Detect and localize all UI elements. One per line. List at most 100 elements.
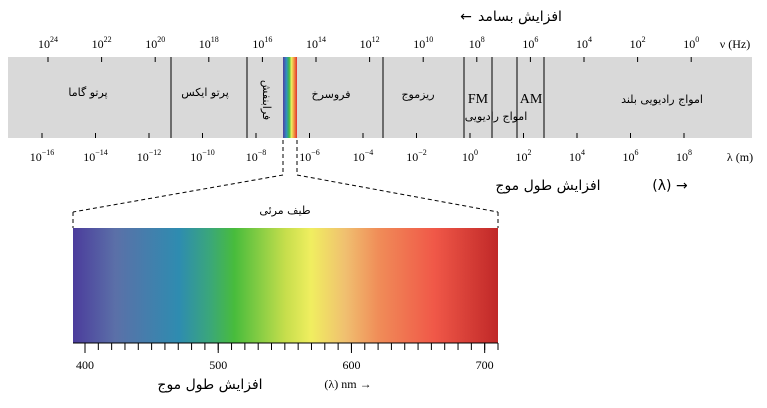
tick-exponent: −6 xyxy=(311,148,320,157)
tick-label: 10−16 xyxy=(30,148,55,164)
tick-exponent: −16 xyxy=(42,148,55,157)
tick-exponent: 0 xyxy=(695,35,699,44)
tick-base: 10 xyxy=(246,150,258,164)
band-label: پرتو ایکس xyxy=(181,86,229,99)
tick-label: 1014 xyxy=(306,35,326,51)
tick-label: 100 xyxy=(462,148,478,164)
tick-exponent: −8 xyxy=(258,148,267,157)
tick-base: 10 xyxy=(353,150,365,164)
tick-exponent: 4 xyxy=(588,35,592,44)
tick-label: 104 xyxy=(569,148,585,164)
tick-exponent: 16 xyxy=(264,35,272,44)
tick-label: 102 xyxy=(630,35,646,51)
tick-base: 10 xyxy=(406,150,418,164)
tick-label: 10−12 xyxy=(137,148,162,164)
tick-exponent: 10 xyxy=(425,35,433,44)
tick-base: 10 xyxy=(199,37,211,51)
tick-base: 10 xyxy=(137,150,149,164)
tick-base: 10 xyxy=(252,37,264,51)
tick-exponent: −12 xyxy=(149,148,162,157)
tick-exponent: 4 xyxy=(581,148,585,157)
tick-base: 10 xyxy=(683,37,695,51)
tick-base: 10 xyxy=(623,150,635,164)
tick-base: 10 xyxy=(576,37,588,51)
band-label: امواج رادیویی xyxy=(465,110,528,123)
tick-exponent: 8 xyxy=(481,35,485,44)
wavelength-label: λ (m) xyxy=(727,150,753,164)
band-label: فروسرخ xyxy=(311,88,350,101)
tick-base: 10 xyxy=(462,150,474,164)
band-label: امواج رادیویی بلند xyxy=(621,93,703,106)
visible-strip xyxy=(283,57,297,138)
tick-base: 10 xyxy=(676,150,688,164)
spectrum-band xyxy=(8,57,752,138)
tick-label: 10−2 xyxy=(406,148,427,164)
visible-unit: (λ) nm → xyxy=(324,377,371,391)
tick-base: 10 xyxy=(413,37,425,51)
tick-exponent: −2 xyxy=(418,148,427,157)
band-label: پرتو گاما xyxy=(68,86,107,99)
tick-base: 10 xyxy=(30,150,42,164)
band-label: AM xyxy=(520,92,543,107)
band-label: FM xyxy=(468,92,489,107)
top-caption: افزایش بسامد xyxy=(478,9,562,25)
tick-exponent: 20 xyxy=(157,35,165,44)
tick-label: 104 xyxy=(576,35,592,51)
tick-base: 10 xyxy=(299,150,311,164)
tick-exponent: 22 xyxy=(104,35,112,44)
frequency-label: ν (Hz) xyxy=(720,37,750,51)
tick-base: 10 xyxy=(360,37,372,51)
tick-label: 106 xyxy=(522,35,538,51)
band-label: فرابنفش xyxy=(260,80,273,120)
tick-exponent: −14 xyxy=(95,148,108,157)
tick-label: 1016 xyxy=(252,35,272,51)
tick-exponent: −4 xyxy=(365,148,374,157)
tick-exponent: 8 xyxy=(688,148,692,157)
tick-label: 1012 xyxy=(360,35,380,51)
tick-label: 10−8 xyxy=(246,148,267,164)
tick-exponent: 2 xyxy=(528,148,532,157)
band-dividers xyxy=(170,57,545,138)
tick-exponent: 2 xyxy=(642,35,646,44)
tick-base: 10 xyxy=(306,37,318,51)
tick-label: 10−4 xyxy=(353,148,374,164)
middle-unit: (λ) → xyxy=(652,178,688,194)
tick-base: 10 xyxy=(92,37,104,51)
tick-label: 108 xyxy=(469,35,485,51)
tick-label: 600 xyxy=(342,358,360,372)
tick-base: 10 xyxy=(83,150,95,164)
tick-base: 10 xyxy=(190,150,202,164)
tick-exponent: 6 xyxy=(534,35,538,44)
visible-caption: افزایش طول موج xyxy=(157,377,262,393)
tick-base: 10 xyxy=(38,37,50,51)
visible-spectrum xyxy=(73,228,498,343)
tick-label: 102 xyxy=(516,148,532,164)
top-arrow: ← xyxy=(460,9,472,25)
tick-label: 400 xyxy=(76,358,94,372)
tick-exponent: 6 xyxy=(635,148,639,157)
tick-exponent: 12 xyxy=(372,35,380,44)
band-label: ریزموج xyxy=(401,88,434,101)
tick-base: 10 xyxy=(516,150,528,164)
zoom-lines xyxy=(72,140,499,228)
tick-exponent: 14 xyxy=(318,35,326,44)
tick-label: 1018 xyxy=(199,35,219,51)
tick-base: 10 xyxy=(522,37,534,51)
tick-exponent: 18 xyxy=(211,35,219,44)
tick-exponent: −10 xyxy=(202,148,215,157)
tick-label: 700 xyxy=(476,358,494,372)
tick-label: 108 xyxy=(676,148,692,164)
tick-base: 10 xyxy=(630,37,642,51)
tick-exponent: 0 xyxy=(474,148,478,157)
tick-label: 10−10 xyxy=(190,148,215,164)
tick-base: 10 xyxy=(145,37,157,51)
tick-label: 10−14 xyxy=(83,148,108,164)
middle-caption: افزایش طول موج xyxy=(495,178,600,194)
tick-label: 10−6 xyxy=(299,148,320,164)
tick-label: 1022 xyxy=(92,35,112,51)
tick-label: 1020 xyxy=(145,35,165,51)
tick-base: 10 xyxy=(469,37,481,51)
tick-base: 10 xyxy=(569,150,581,164)
tick-exponent: 24 xyxy=(50,35,58,44)
